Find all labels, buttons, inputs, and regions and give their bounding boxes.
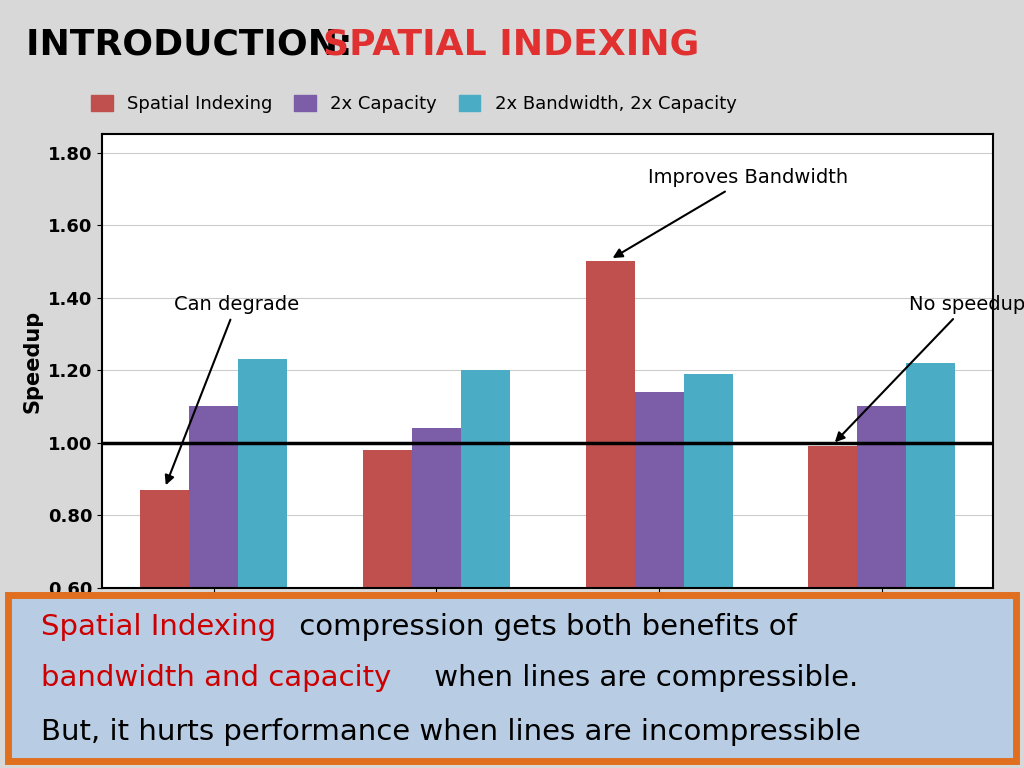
Bar [461, 370, 510, 768]
Bar [239, 359, 288, 768]
Text: bandwidth and capacity: bandwidth and capacity [41, 664, 391, 692]
Text: Spatial Indexing: Spatial Indexing [41, 613, 276, 641]
Text: Improves Bandwidth: Improves Bandwidth [614, 168, 848, 257]
Text: when lines are compressible.: when lines are compressible. [425, 664, 858, 692]
Bar [362, 450, 412, 768]
FancyBboxPatch shape [8, 594, 1016, 761]
Text: SPATIAL INDEXING: SPATIAL INDEXING [323, 28, 698, 61]
Bar [684, 374, 733, 768]
Bar [857, 406, 906, 768]
Bar [140, 490, 189, 768]
Text: compression gets both benefits of: compression gets both benefits of [290, 613, 797, 641]
Bar [808, 446, 857, 768]
Bar [412, 428, 461, 768]
Bar [635, 392, 684, 768]
Bar [586, 261, 635, 768]
Text: No speedup: No speedup [837, 295, 1024, 441]
Y-axis label: Speedup: Speedup [23, 310, 43, 412]
Legend: Spatial Indexing, 2x Capacity, 2x Bandwidth, 2x Capacity: Spatial Indexing, 2x Capacity, 2x Bandwi… [91, 94, 736, 113]
Text: But, it hurts performance when lines are incompressible: But, it hurts performance when lines are… [41, 718, 861, 746]
Text: Can degrade: Can degrade [166, 295, 299, 483]
Bar [906, 362, 955, 768]
Bar [189, 406, 239, 768]
Text: INTRODUCTION:: INTRODUCTION: [26, 28, 365, 61]
